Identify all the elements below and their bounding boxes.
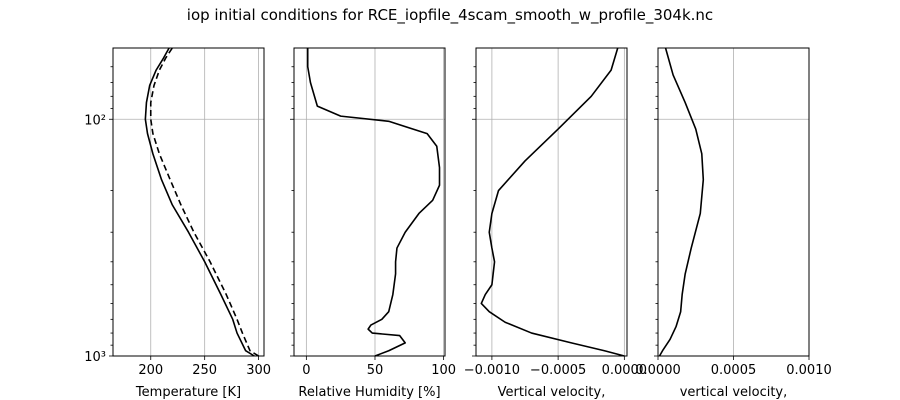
panel-3: −0.0010 −0.0005 0.0000 Vertical velocity, <box>464 47 648 400</box>
series-line-1-1 <box>144 47 255 357</box>
x-tick-label-4-2: 0.0005 <box>711 363 757 378</box>
panel-2: 0 50 100 Relative Humidity [%] <box>290 47 456 400</box>
y-tick-label-1-2: 10³ <box>84 350 106 365</box>
panel-4: 0.0000 0.0005 0.0010 vertical velocity, <box>635 47 832 400</box>
figure-title: iop initial conditions for RCE_iopfile_4… <box>187 6 713 25</box>
x-tick-label-1-3: 300 <box>246 363 271 378</box>
x-tick-label-3-1: −0.0010 <box>464 363 520 378</box>
axes-frame-3 <box>475 47 628 357</box>
series-line-1-2 <box>149 47 260 357</box>
panel-1: 10² 10³ 200 250 300 Temperature [K] <box>84 47 271 400</box>
x-tick-label-4-1: 0.0000 <box>635 363 681 378</box>
series-line-2-1 <box>306 48 441 357</box>
x-tick-label-2-2: 50 <box>367 363 384 378</box>
axes-frame-1 <box>112 47 265 357</box>
series-line-4-1 <box>658 47 705 357</box>
x-axis-label-4: vertical velocity, <box>680 385 788 400</box>
y-tick-label-1-1: 10² <box>84 113 106 128</box>
x-tick-label-3-3: 0.0000 <box>602 363 648 378</box>
x-tick-label-2-3: 100 <box>431 363 456 378</box>
x-tick-label-2-1: 0 <box>302 363 310 378</box>
x-tick-label-1-1: 200 <box>138 363 163 378</box>
x-axis-label-3: Vertical velocity, <box>498 385 606 400</box>
x-axis-label-1: Temperature [K] <box>135 385 241 400</box>
x-axis-label-2: Relative Humidity [%] <box>298 385 440 400</box>
series-line-3-1 <box>480 47 625 357</box>
panels: 10² 10³ 200 250 300 Temperature [K] 0 50 100 Rela… <box>84 47 832 400</box>
x-tick-label-1-2: 250 <box>192 363 217 378</box>
x-tick-label-3-2: −0.0005 <box>530 363 586 378</box>
axes-frame-4 <box>657 47 810 357</box>
x-tick-label-4-3: 0.0010 <box>786 363 832 378</box>
axes-frame-2 <box>293 47 446 357</box>
